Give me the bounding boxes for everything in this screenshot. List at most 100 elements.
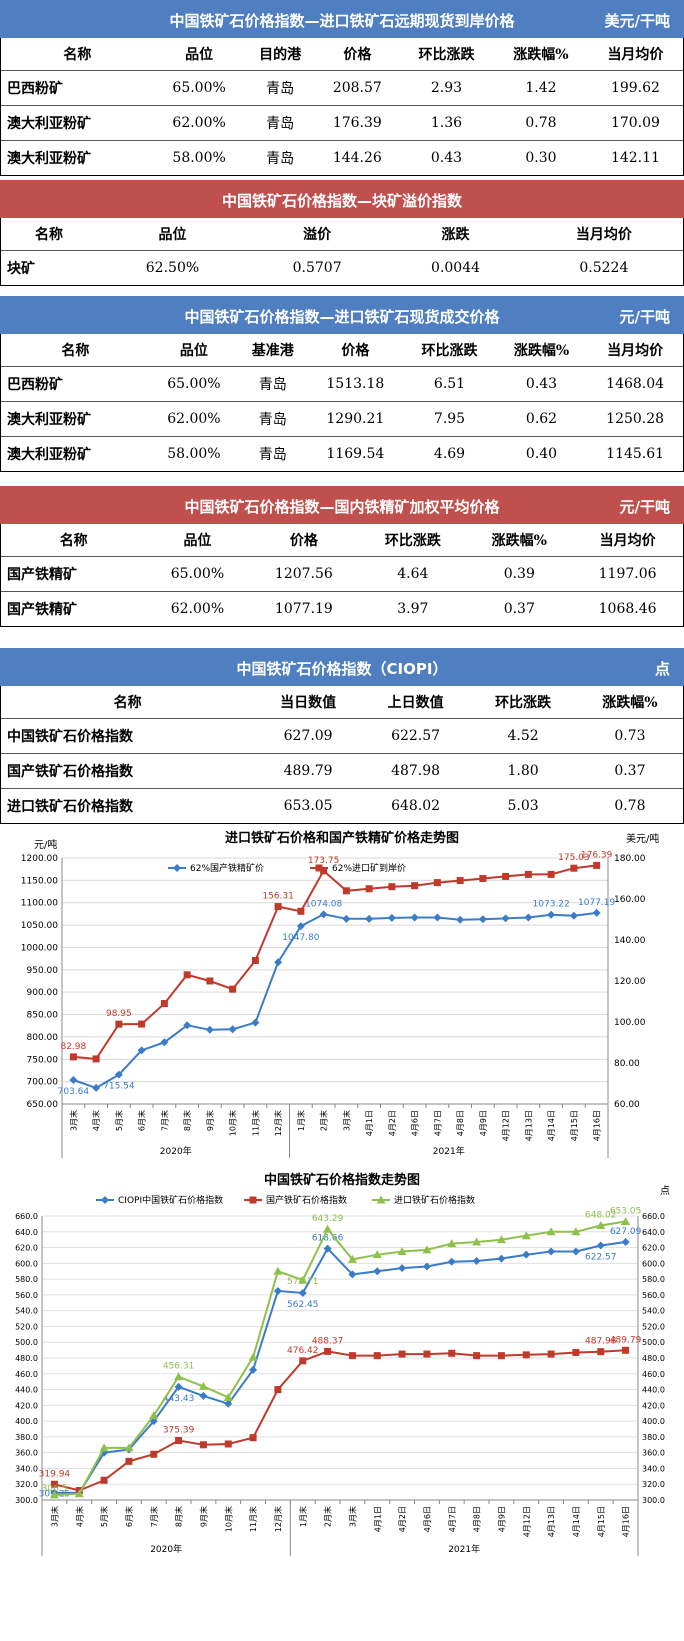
- y-tick-label-left: 320.0: [15, 1480, 38, 1489]
- data-point: [365, 914, 374, 923]
- y-tick-label-right: 340.0: [642, 1464, 665, 1473]
- table-header-cell: 价格: [248, 524, 360, 557]
- table-cell: 0.78: [493, 105, 588, 141]
- y-tick-label-left: 750.00: [27, 1055, 59, 1065]
- y-tick-label-left: 540.0: [15, 1307, 38, 1316]
- data-point: [398, 1350, 406, 1358]
- data-point: [422, 1245, 432, 1254]
- data-point: [472, 1237, 482, 1246]
- data-label: 627.09: [610, 1227, 642, 1237]
- table-title-bar: 中国铁矿石价格指数（CIOPI） 点: [0, 648, 684, 686]
- y-tick-label-left: 1150.00: [21, 876, 58, 886]
- table-cell: 0.78: [614, 798, 646, 814]
- x-tick-label: 4月15日: [597, 1506, 606, 1537]
- x-tick-label: 1月末: [298, 1506, 308, 1527]
- data-point: [547, 1350, 555, 1358]
- table-cell: 7.95: [403, 401, 496, 437]
- data-point: [571, 1247, 580, 1256]
- table-cell: 0.40: [525, 446, 558, 462]
- chart-title: 中国铁矿石价格指数走势图: [264, 1172, 420, 1188]
- table-row: 澳大利亚粉矿 58.00% 青岛 1169.54 4.69 0.40 1145.61: [1, 437, 683, 472]
- y-tick-label-right: 460.0: [642, 1370, 665, 1379]
- table-cell: 1207.56: [248, 556, 360, 592]
- data-point: [138, 1020, 146, 1028]
- y-tick-label-left: 600.0: [15, 1259, 38, 1268]
- table-cell: 170.09: [587, 105, 683, 141]
- data-label: 375.39: [163, 1426, 195, 1436]
- table-cell: 0.5224: [579, 260, 629, 276]
- data-point: [320, 867, 328, 875]
- table-title: 中国铁矿石价格指数（CIOPI）: [236, 660, 448, 678]
- table-unit: 点: [654, 660, 670, 678]
- data-point: [398, 1264, 407, 1273]
- data-point: [502, 872, 510, 880]
- data-point: [249, 1365, 258, 1374]
- table-header-cell: 品位: [149, 334, 239, 367]
- table-row: 块矿 62.50% 0.5707 0.0044 0.5224: [1, 251, 683, 286]
- data-point: [100, 1448, 109, 1457]
- data-point: [228, 1025, 237, 1034]
- data-point: [248, 1352, 258, 1361]
- y-axis-label-right: 点: [660, 1185, 670, 1197]
- data-point: [372, 1250, 382, 1259]
- data-point: [251, 957, 259, 964]
- row-name-cell: 澳大利亚粉矿: [7, 151, 91, 167]
- table-cell: 青岛: [244, 70, 316, 106]
- data-point: [448, 1349, 456, 1357]
- data-point: [347, 1254, 357, 1263]
- y-tick-label-right: 480.0: [642, 1354, 665, 1363]
- table-title: 中国铁矿石价格指数—国内铁精矿加权平均价格: [184, 498, 500, 516]
- table-unit: 元/干吨: [619, 308, 670, 326]
- table-header-cell: 名称: [1, 524, 147, 557]
- data-point: [433, 879, 441, 887]
- data-point: [342, 887, 350, 895]
- x-tick-label: 4月13日: [524, 1110, 533, 1141]
- y-tick-label-right: 320.0: [642, 1480, 665, 1489]
- table-header-cell: 涨跌幅%: [466, 524, 573, 557]
- data-label: 618.66: [312, 1234, 344, 1244]
- legend-marker: [101, 1196, 109, 1204]
- data-point: [224, 1440, 232, 1448]
- data-point: [183, 971, 191, 979]
- table-unit: 元/干吨: [619, 498, 670, 516]
- table-cell: 62.00%: [170, 601, 225, 617]
- y-tick-label-left: 900.00: [27, 988, 59, 998]
- y-tick-label-right: 120.00: [614, 977, 646, 987]
- data-point: [69, 1053, 77, 1061]
- x-tick-label: 4月7日: [448, 1506, 457, 1532]
- data-point: [92, 1055, 100, 1063]
- data-label: 173.75: [308, 856, 340, 866]
- table-cell: 208.57: [315, 70, 399, 106]
- table-cell: 0.43: [430, 150, 463, 166]
- data-point: [621, 1216, 631, 1225]
- table-header-cell: 当月均价: [524, 218, 683, 251]
- price-table: 中国铁矿石价格指数—块矿溢价指数 名称 品位 溢价 涨跌 当月均价 块矿 62.50% 0.57…: [0, 180, 684, 286]
- x-tick-label: 2月末: [323, 1506, 333, 1527]
- y-tick-label-left: 1050.00: [21, 921, 58, 931]
- data-point: [456, 915, 465, 924]
- data-point: [479, 875, 487, 882]
- y-tick-label-right: 620.0: [642, 1244, 665, 1253]
- y-tick-label-right: 400.0: [642, 1417, 665, 1426]
- data-point: [199, 1391, 208, 1400]
- data-point: [299, 1357, 307, 1365]
- x-tick-label: 4月16日: [622, 1506, 631, 1537]
- data-point: [524, 913, 533, 922]
- data-point: [199, 1441, 207, 1449]
- table-cell: 176.39: [315, 105, 399, 141]
- table-header-cell: 当月均价: [572, 524, 683, 557]
- data-point: [175, 1437, 183, 1445]
- table-cell: 627.09: [254, 718, 362, 754]
- y-tick-label-left: 480.0: [15, 1354, 38, 1363]
- y-tick-label-right: 660.0: [642, 1212, 665, 1221]
- table-cell: 199.62: [587, 70, 683, 106]
- data-point: [497, 1352, 505, 1360]
- table-cell: 62.00%: [149, 401, 239, 437]
- data-point: [348, 1270, 357, 1279]
- data-point: [137, 1046, 146, 1055]
- table-cell: 489.79: [254, 753, 362, 789]
- table-cell: 0.37: [503, 601, 535, 617]
- x-group-label: 2021年: [448, 1543, 480, 1555]
- y-tick-label-right: 180.00: [614, 854, 646, 864]
